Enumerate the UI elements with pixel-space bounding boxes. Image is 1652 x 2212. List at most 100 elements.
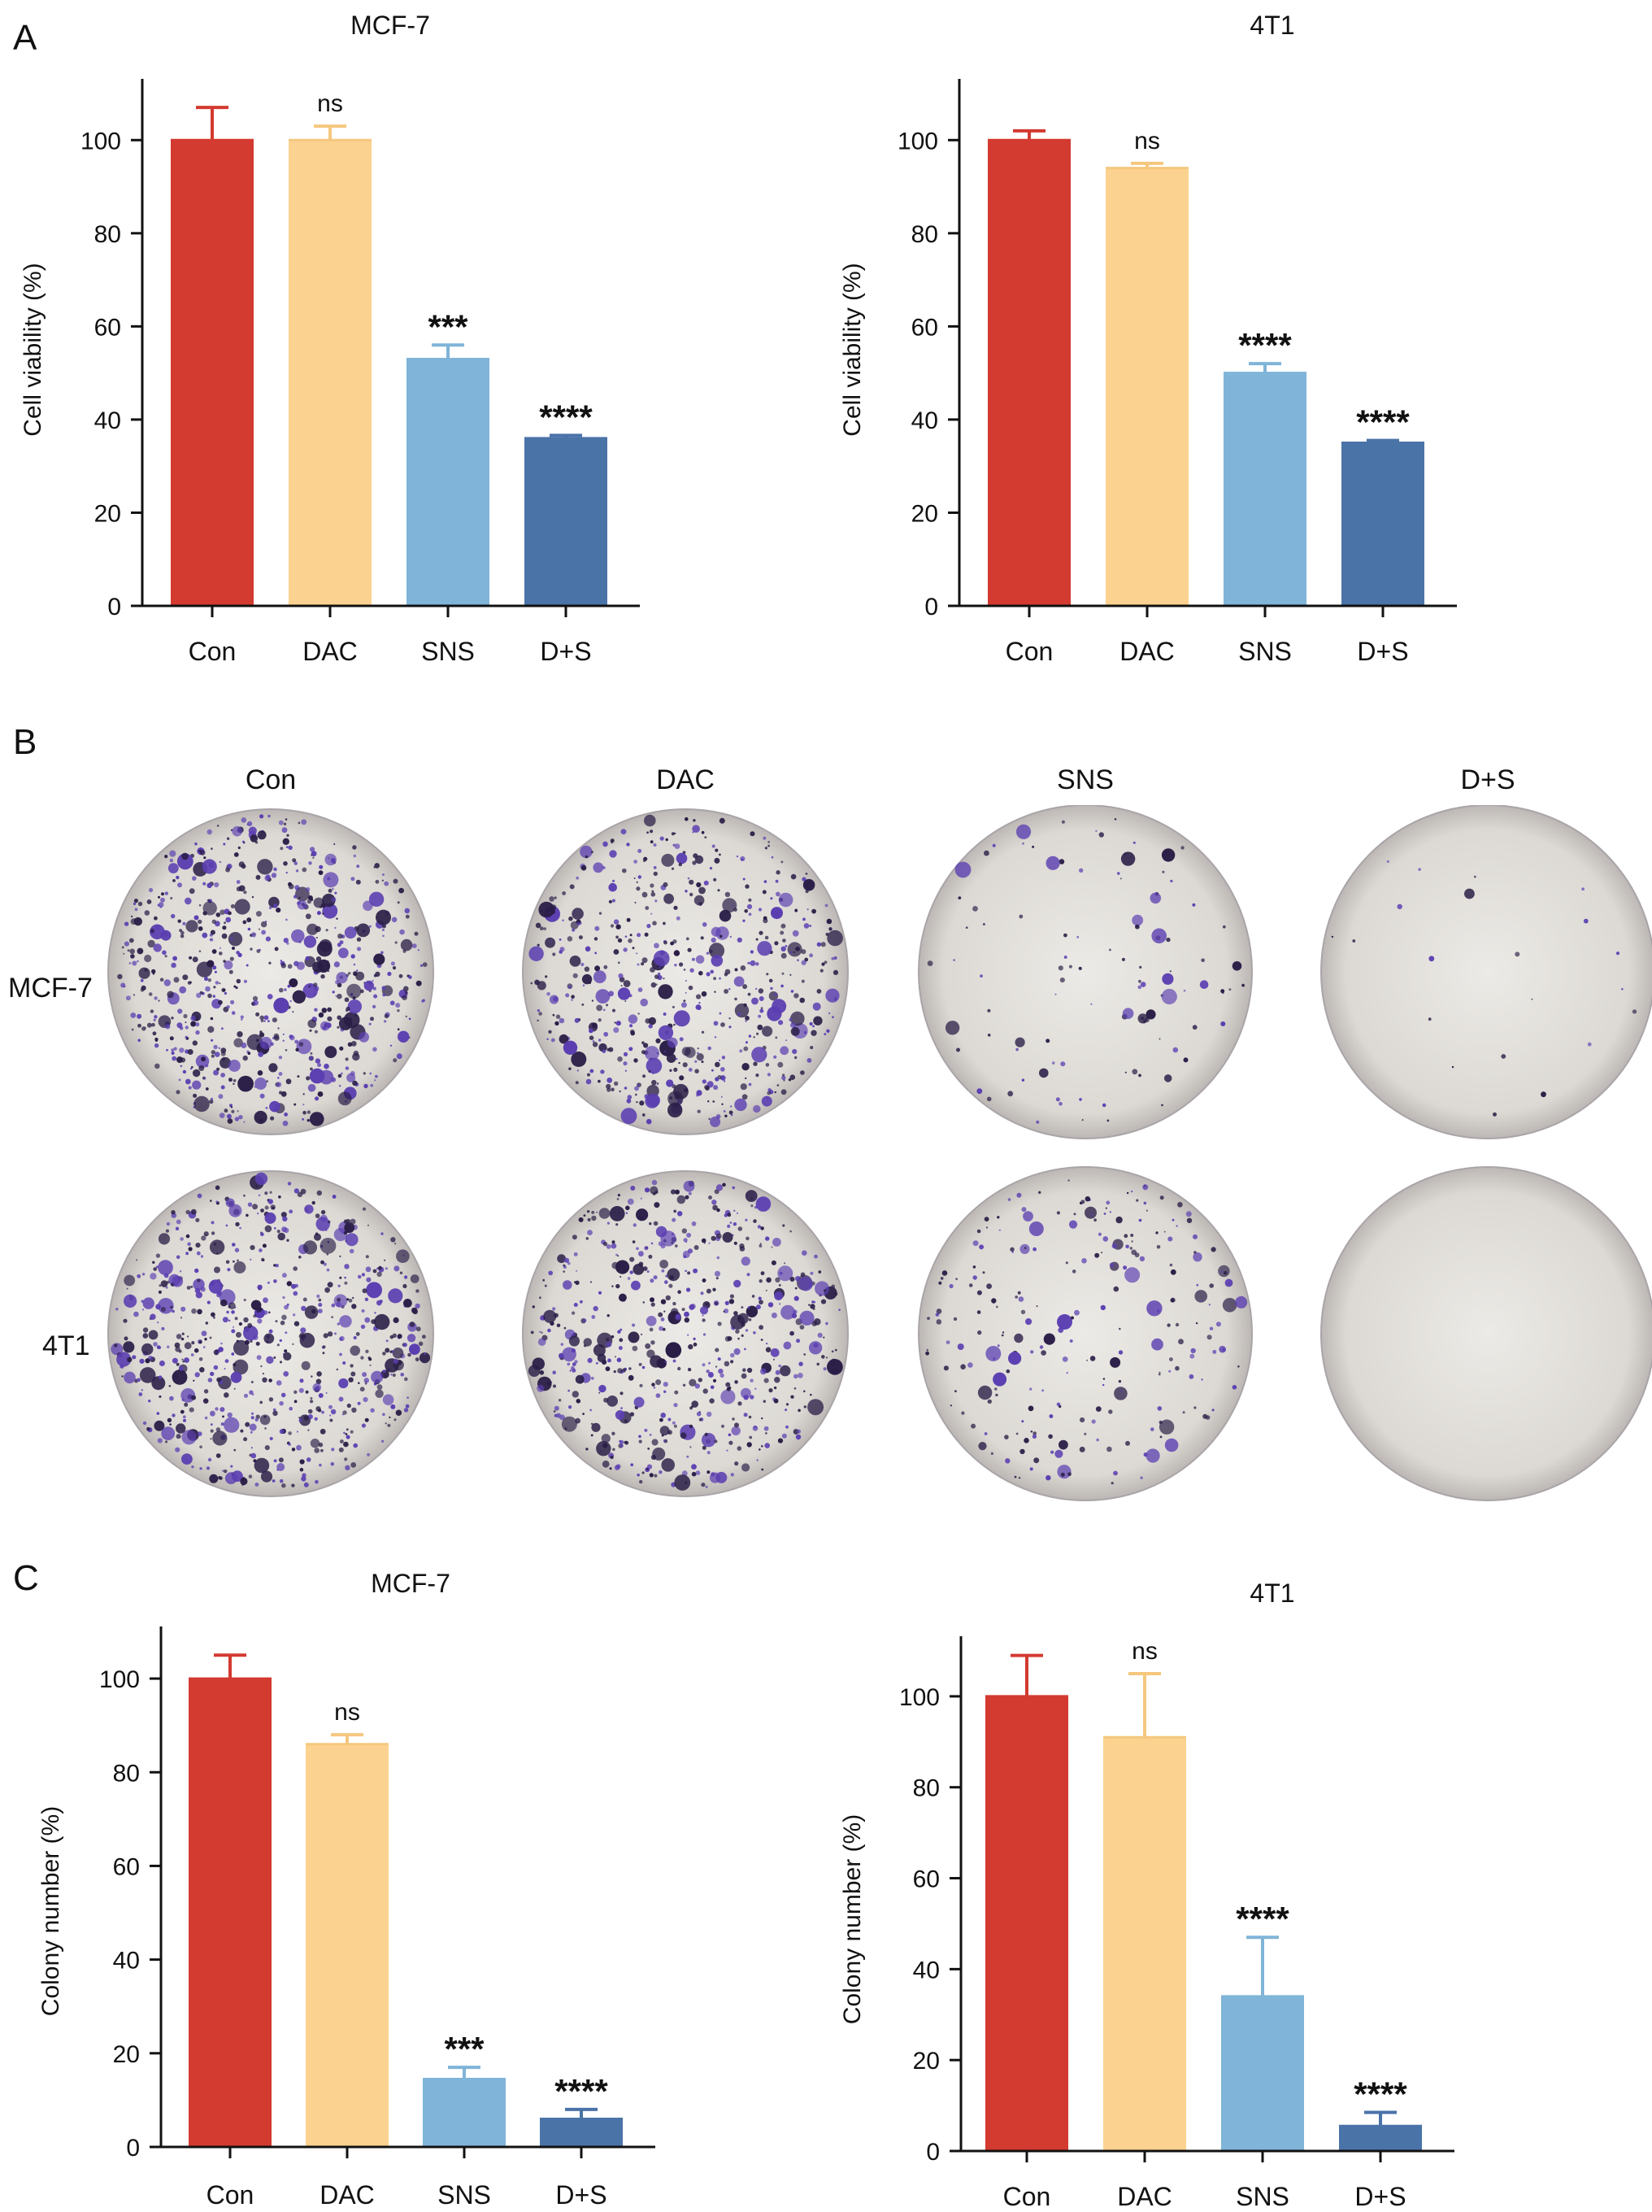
colony [538,901,554,918]
colony [331,897,337,903]
colony [275,1264,279,1268]
colony [734,1098,747,1112]
colony [1014,1333,1024,1343]
colony [176,1255,180,1260]
colony [755,1073,759,1078]
colony [734,968,738,972]
colony [150,1009,154,1013]
colony [137,1378,141,1382]
colony [182,1360,185,1363]
colony [402,995,407,1000]
colony [683,969,686,971]
colony [767,844,770,847]
colony [572,928,576,932]
colony [205,1064,209,1068]
colony [1182,1411,1185,1414]
colony [651,1439,659,1446]
colony [1202,1413,1208,1419]
colony [171,1210,176,1215]
colony [280,1091,287,1097]
colony [1138,1218,1142,1222]
colony [724,1308,729,1313]
colony [187,1242,191,1247]
colony [668,1283,673,1288]
colony [404,991,408,995]
colony [233,1082,235,1086]
colony [613,919,620,925]
colony [356,923,371,938]
colony [170,1305,173,1308]
colony [615,1356,616,1358]
colony [743,1046,749,1052]
colony [273,1279,277,1283]
colony [641,1365,646,1369]
colony [1587,1042,1592,1047]
colony [617,1056,623,1062]
colony [267,994,273,999]
colony [219,982,221,985]
colony [180,1057,186,1063]
colony [1109,1211,1111,1213]
colony [1079,1201,1083,1205]
colony [720,1389,736,1404]
colony [1078,966,1082,970]
colony [667,1430,673,1435]
colony [925,1351,929,1356]
colony [210,1438,212,1440]
colony [159,1361,165,1366]
bar-sns [1221,1996,1304,2151]
colony [649,1473,654,1478]
colony [156,1412,160,1415]
colony [573,1281,576,1283]
colony [1109,948,1111,951]
colony [664,1361,667,1364]
colony [137,1013,142,1019]
colony [206,1300,211,1304]
colony [637,987,643,992]
colony [672,1217,676,1222]
colony [308,1056,313,1060]
colony [780,1365,791,1377]
colony [133,917,142,926]
colony [741,1063,750,1071]
colony [687,1334,689,1336]
colony [783,1079,785,1082]
significance-label: *** [444,2030,485,2068]
colony [617,987,631,1000]
colony [805,873,808,875]
colony [214,882,220,888]
colony [1211,1409,1215,1412]
colony [124,1371,136,1384]
colony [776,1084,780,1086]
colony [785,945,788,947]
colony [155,1253,161,1258]
colony [350,1041,357,1047]
colony [1063,933,1067,938]
colony [160,1307,166,1312]
colony [713,977,716,981]
colony [280,1320,285,1326]
colony [1157,1406,1163,1411]
colony [382,993,386,997]
colony [225,1224,228,1227]
colony [276,1082,282,1087]
colony [295,869,299,873]
colony [979,1244,985,1250]
colony [1209,1283,1214,1288]
colony [150,929,155,934]
colony [1041,1350,1046,1356]
colony [697,1005,702,1011]
y-axis-label: Colony number (%) [37,1806,64,2016]
colony [414,931,419,936]
colony [620,1108,637,1125]
colony [231,1329,236,1334]
colony [314,1233,321,1241]
colony [131,1028,134,1031]
colony [734,1380,738,1384]
colony [346,1435,350,1439]
colony [293,1321,300,1326]
x-tick-label: SNS [437,2180,491,2210]
colony [1131,1191,1133,1193]
colony [199,1467,202,1470]
colony [1129,1247,1133,1250]
